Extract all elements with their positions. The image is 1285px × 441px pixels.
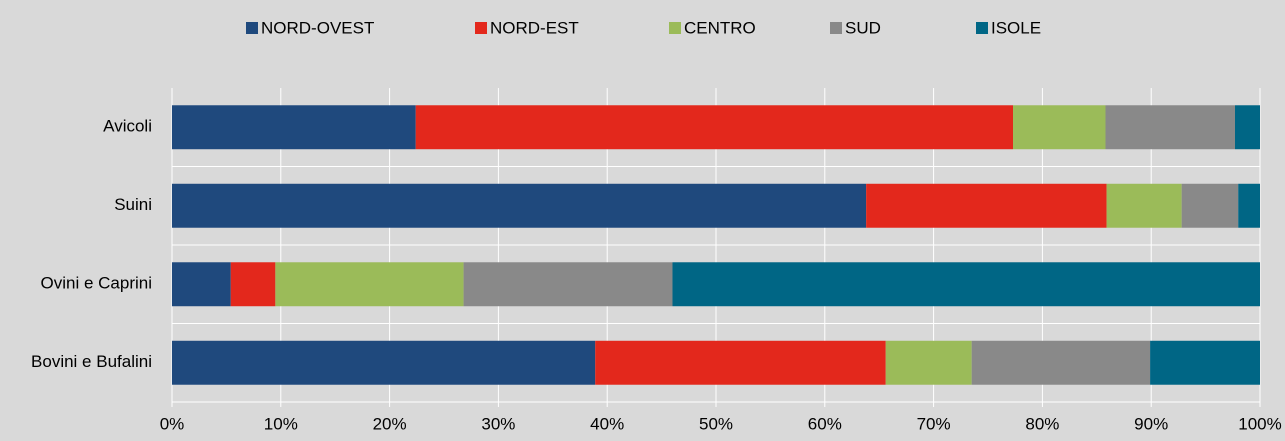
bar-segment [1238,183,1260,228]
legend-swatch [246,22,258,34]
bar-segment [885,340,972,385]
bar-segment [1013,105,1106,150]
y-tick-label: Avicoli [103,117,152,136]
legend-swatch [475,22,487,34]
x-tick-label: 10% [264,414,298,433]
x-tick-label: 30% [481,414,515,433]
legend-label: CENTRO [684,18,756,37]
x-tick-label: 70% [917,414,951,433]
bar-segment [971,340,1151,385]
bar-segment [866,183,1107,228]
x-tick-label: 100% [1238,414,1281,433]
legend-label: NORD-OVEST [261,18,374,37]
legend-swatch [830,22,842,34]
y-tick-label: Ovini e Caprini [41,274,153,293]
legend-label: SUD [845,18,881,37]
bar-segment [172,183,867,228]
bar-segment [672,262,1260,307]
y-tick-label: Bovini e Bufalini [31,352,152,371]
bar-segment [415,105,1014,150]
legend-label: NORD-EST [490,18,579,37]
legend-swatch [669,22,681,34]
bar-segment [1150,340,1260,385]
bar-segment [1181,183,1239,228]
legend-swatch [976,22,988,34]
bar-segment [230,262,276,307]
y-tick-label: Suini [114,195,152,214]
bar-segment [172,340,596,385]
x-tick-label: 20% [373,414,407,433]
x-tick-label: 90% [1134,414,1168,433]
x-tick-label: 80% [1025,414,1059,433]
bar-segment [275,262,464,307]
bar-segment [172,262,231,307]
bar-segment [595,340,886,385]
bar-segment [1105,105,1235,150]
legend-label: ISOLE [991,18,1041,37]
bar-segment [1106,183,1182,228]
bar-segment [172,105,416,150]
x-tick-label: 40% [590,414,624,433]
bar-segment [1234,105,1260,150]
x-tick-label: 0% [160,414,185,433]
bar-segment [463,262,673,307]
x-tick-label: 50% [699,414,733,433]
x-tick-label: 60% [808,414,842,433]
